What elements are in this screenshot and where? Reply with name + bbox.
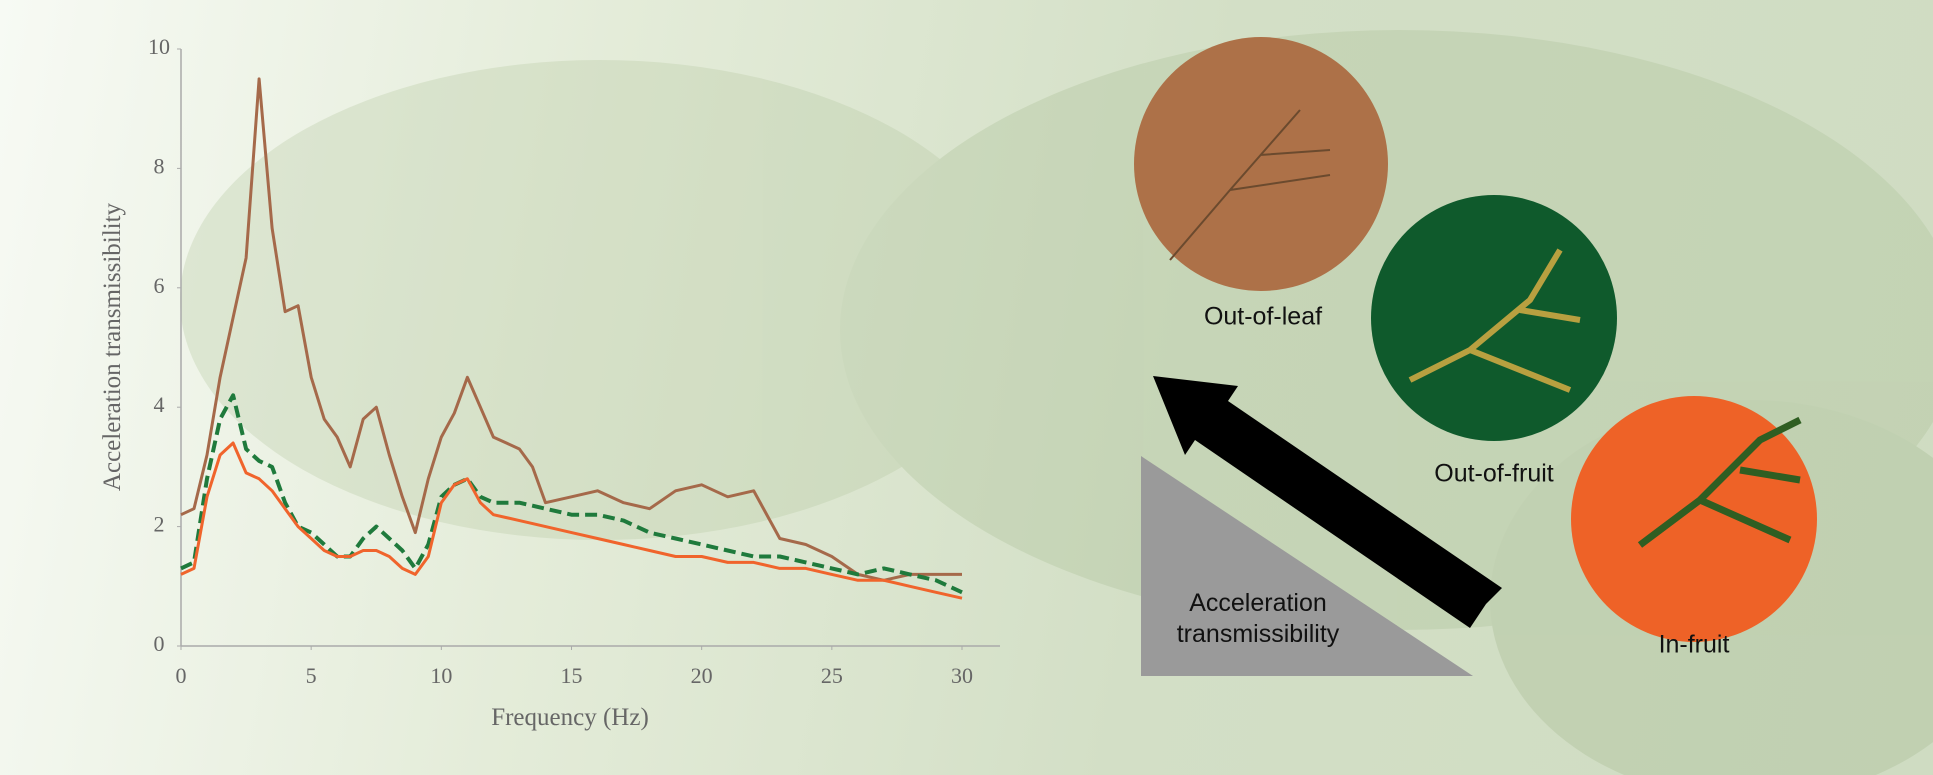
y-tick-label: 6 (154, 273, 165, 298)
x-tick-label: 30 (951, 663, 973, 688)
x-tick-label: 0 (176, 663, 187, 688)
out-of-leaf-circle (1134, 37, 1388, 291)
x-tick-label: 5 (306, 663, 317, 688)
x-axis-label: Frequency (Hz) (491, 704, 649, 731)
x-tick-label: 25 (821, 663, 843, 688)
y-tick-label: 2 (154, 512, 165, 537)
series-label: In-fruit (1659, 631, 1730, 659)
y-axis-label: Acceleration transmissibility (99, 202, 126, 491)
triangle-label: Acceleration transmissibility (1158, 588, 1358, 650)
x-tick-label: 15 (561, 663, 583, 688)
y-tick-label: 8 (154, 153, 165, 178)
graphical-abstract: Acceleration transmissibility Frequency … (0, 0, 1933, 775)
x-tick-label: 10 (430, 663, 452, 688)
y-tick-label: 10 (148, 34, 170, 59)
series-label: Out-of-fruit (1434, 460, 1554, 488)
y-tick-label: 0 (154, 631, 165, 656)
series-label: Out-of-leaf (1204, 303, 1322, 331)
y-tick-label: 4 (154, 392, 165, 417)
chart: Acceleration transmissibility Frequency … (0, 0, 1933, 775)
x-tick-label: 20 (691, 663, 713, 688)
